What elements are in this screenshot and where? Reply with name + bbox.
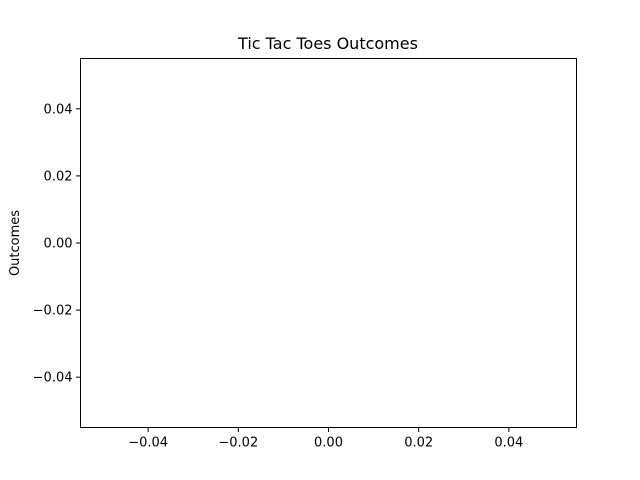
x-tick-label: 0.02 [404,436,433,451]
plot-area-frame [80,58,577,428]
y-axis-ticks: −0.04 −0.02 0.00 0.02 0.04 [33,102,81,386]
y-tick-label: −0.04 [33,371,73,386]
y-axis-label: Outcomes [8,210,23,276]
x-tick-label: −0.04 [128,436,168,451]
y-tick-label: 0.00 [44,237,73,252]
x-tick-label: 0.00 [314,436,343,451]
y-tick-label: 0.04 [44,102,73,117]
x-tick-label: 0.04 [494,436,523,451]
x-tick-label: −0.02 [218,436,258,451]
y-tick-label: 0.02 [44,169,73,184]
chart-title: Tic Tac Toes Outcomes [237,34,418,53]
y-tick-label: −0.02 [33,304,73,319]
x-axis-ticks: −0.04 −0.02 0.00 0.02 0.04 [128,427,523,451]
